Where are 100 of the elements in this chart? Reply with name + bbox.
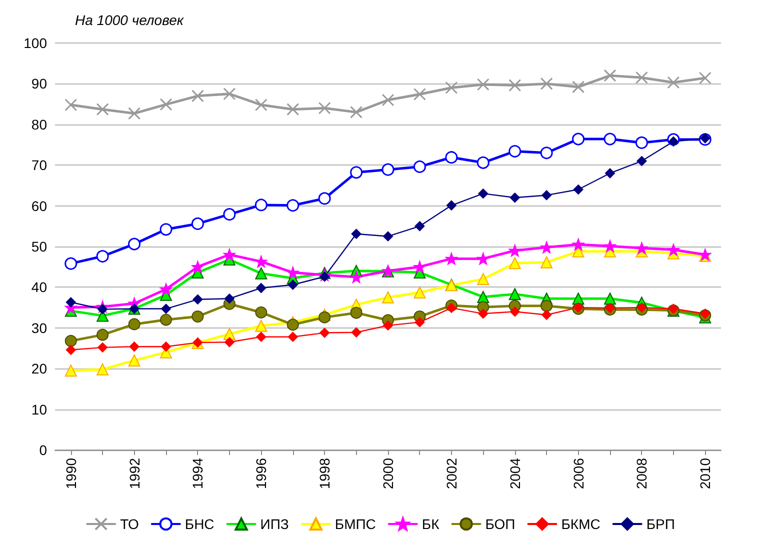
point bbox=[540, 146, 553, 160]
point bbox=[508, 244, 521, 257]
point bbox=[382, 163, 394, 176]
point bbox=[66, 297, 76, 308]
point bbox=[635, 136, 648, 149]
legend-label: ТО bbox=[120, 516, 139, 532]
point bbox=[160, 223, 172, 236]
point bbox=[477, 252, 490, 265]
y-tick-label: 40 bbox=[31, 279, 48, 296]
point bbox=[478, 308, 488, 319]
point bbox=[128, 107, 141, 120]
point bbox=[98, 342, 108, 352]
point bbox=[191, 90, 204, 102]
point bbox=[351, 228, 362, 239]
y-tick-label: 0 bbox=[39, 442, 48, 458]
point bbox=[382, 291, 394, 304]
point bbox=[128, 354, 140, 366]
y-tick-label: 80 bbox=[31, 116, 48, 132]
point bbox=[224, 337, 234, 348]
point bbox=[255, 320, 268, 332]
point bbox=[636, 302, 647, 313]
x-tick-label: 1996 bbox=[253, 458, 270, 490]
point bbox=[350, 306, 362, 319]
point bbox=[286, 266, 299, 279]
point bbox=[413, 88, 426, 101]
x-tick-label: 1998 bbox=[316, 458, 333, 490]
point bbox=[476, 156, 490, 169]
legend-label: БРП bbox=[646, 516, 675, 532]
point bbox=[160, 283, 172, 296]
x-tick-label: 2008 bbox=[634, 458, 650, 490]
point bbox=[668, 304, 678, 314]
point bbox=[698, 72, 712, 84]
x-tick-label: 1994 bbox=[190, 458, 206, 490]
y-tick-label: 30 bbox=[31, 320, 48, 336]
x-tick-label: 2002 bbox=[443, 458, 460, 490]
point bbox=[96, 250, 109, 263]
point bbox=[223, 248, 236, 261]
point bbox=[286, 199, 300, 212]
y-tick-label: 100 bbox=[24, 35, 48, 51]
point bbox=[351, 327, 362, 338]
point bbox=[318, 102, 331, 114]
chart-title: На 1000 человек bbox=[75, 12, 185, 28]
point bbox=[64, 364, 77, 377]
point bbox=[540, 77, 553, 90]
point bbox=[96, 328, 109, 341]
point bbox=[192, 260, 204, 273]
point bbox=[636, 156, 647, 166]
point bbox=[476, 78, 490, 91]
point bbox=[605, 302, 615, 313]
point bbox=[540, 241, 553, 254]
point bbox=[508, 79, 522, 92]
point bbox=[223, 208, 236, 221]
legend-label: БКМС bbox=[561, 516, 600, 532]
point bbox=[446, 302, 456, 313]
point bbox=[318, 311, 331, 324]
point bbox=[288, 332, 298, 342]
point bbox=[414, 286, 426, 298]
point bbox=[508, 257, 521, 270]
point bbox=[288, 280, 298, 290]
point bbox=[414, 317, 425, 328]
point bbox=[254, 198, 268, 212]
point bbox=[129, 342, 140, 352]
point bbox=[382, 94, 394, 106]
y-tick-label: 20 bbox=[31, 360, 48, 377]
point bbox=[286, 103, 300, 116]
point bbox=[192, 294, 203, 304]
point bbox=[350, 106, 363, 118]
point bbox=[224, 294, 234, 304]
point bbox=[383, 231, 393, 242]
point bbox=[160, 98, 172, 111]
point bbox=[64, 334, 77, 347]
point bbox=[667, 76, 680, 89]
legend-label: БНС bbox=[184, 516, 214, 532]
y-tick-label: 70 bbox=[31, 157, 48, 174]
point bbox=[605, 168, 615, 178]
point bbox=[700, 308, 710, 319]
point bbox=[413, 160, 426, 173]
point bbox=[350, 271, 362, 284]
point bbox=[572, 132, 585, 146]
point bbox=[128, 318, 140, 330]
point bbox=[478, 188, 488, 199]
point bbox=[223, 88, 236, 100]
point bbox=[668, 136, 678, 146]
point bbox=[64, 257, 78, 270]
point bbox=[635, 71, 648, 84]
point bbox=[255, 306, 268, 318]
point bbox=[604, 132, 616, 146]
point bbox=[572, 238, 584, 250]
point bbox=[477, 273, 490, 286]
point bbox=[542, 190, 552, 200]
point bbox=[446, 200, 456, 210]
x-tick-label: 1992 bbox=[126, 458, 142, 490]
point bbox=[160, 314, 172, 326]
point bbox=[508, 145, 522, 158]
point bbox=[572, 80, 585, 94]
point bbox=[667, 244, 680, 256]
point bbox=[64, 98, 78, 112]
y-tick-label: 50 bbox=[31, 238, 48, 254]
point bbox=[445, 82, 458, 94]
legend-label: ИПЗ bbox=[260, 516, 289, 532]
